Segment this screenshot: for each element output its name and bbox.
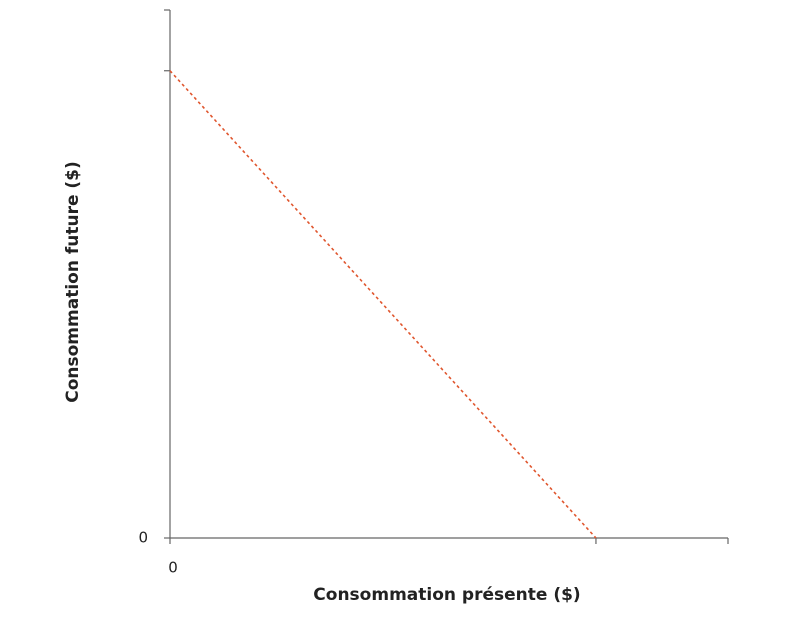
y-tick-label: 0 [138,529,148,547]
x-axis-title: Consommation présente ($) [313,585,580,605]
x-tick-label: 0 [168,559,178,577]
budget-line [169,70,597,539]
y-axis-title: Consommation future ($) [63,161,83,403]
